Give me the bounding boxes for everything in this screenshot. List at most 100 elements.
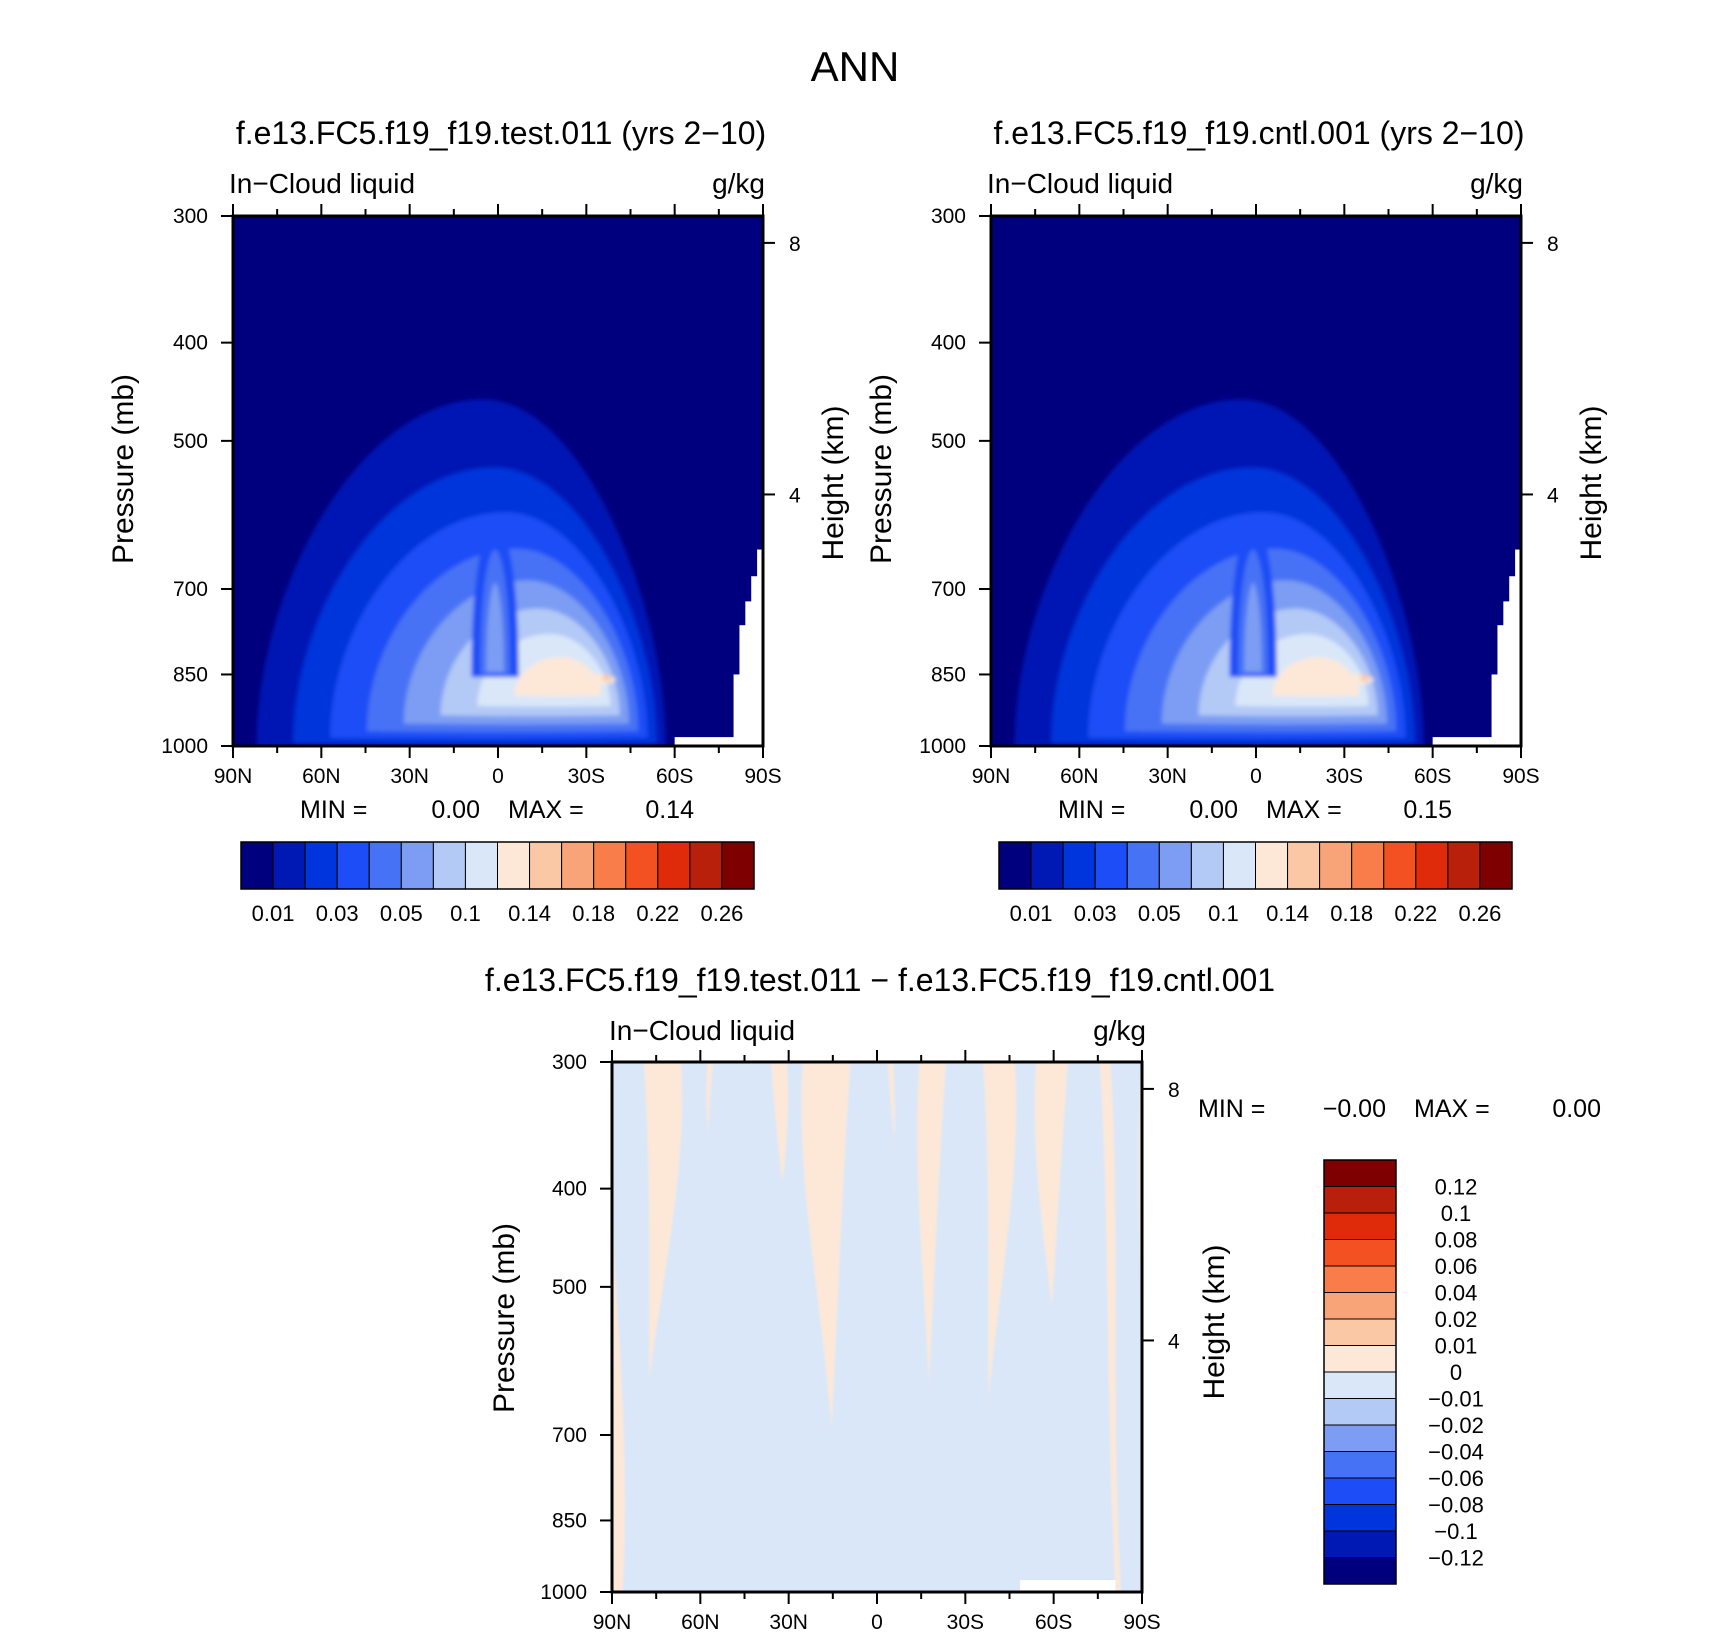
y2-axis-title: Height (km) [817,405,850,560]
colorbar-box [1323,1265,1397,1293]
colorbar-box [1158,841,1192,890]
colorbar-label: −0.12 [1428,1546,1484,1571]
colorbar-label: 0.01 [1010,901,1053,926]
colorbar: 0.01 0.03 0.05 0.1 0.14 0.18 0.22 0.26 [240,841,755,926]
colorbar-box [1323,1451,1397,1479]
colorbar-label: 0.03 [1074,901,1117,926]
colorbar-box [1323,1345,1397,1373]
colorbar-box [1255,841,1289,890]
colorbar-label: 0.08 [1435,1228,1478,1253]
colorbar-label: −0.1 [1434,1519,1477,1544]
x-tick-label: 60N [302,765,341,788]
y-tick-label: 300 [552,1051,587,1074]
min-label: MIN = [1198,1095,1265,1123]
min-value: 0.00 [431,796,480,824]
colorbar-box [1323,1212,1397,1240]
x-tick-label: 90S [1123,1611,1160,1634]
field-name-label: In−Cloud liquid [609,1015,795,1046]
y-tick-label: 400 [173,332,208,355]
difference-band [919,1062,994,1592]
max-label: MAX = [1414,1095,1490,1123]
colorbar-box [304,841,338,890]
colorbar-label: 0.1 [1441,1201,1472,1226]
missing-data [757,549,763,746]
x-tick-label: 60S [1035,1611,1072,1634]
x-tick-label: 90S [1502,765,1539,788]
x-tick-label: 60N [1060,765,1099,788]
colorbar-label: 0.14 [1266,901,1309,926]
colorbar-label: 0.05 [380,901,423,926]
colorbar-box [721,841,755,890]
colorbar-box [1415,841,1449,890]
y-tick-label: 850 [931,663,966,686]
x-tick-label: 0 [492,765,504,788]
colorbar: 0.120.10.080.060.040.020.010−0.01−0.02−0… [1323,1159,1484,1585]
colorbar-label: −0.02 [1428,1413,1484,1438]
colorbar-box [1287,841,1321,890]
y-tick-label: 700 [552,1424,587,1447]
x-tick-label: 30S [1326,765,1363,788]
contour-band [527,672,616,687]
missing-data [1432,737,1521,746]
y-axis-title: Pressure (mb) [865,374,898,564]
plot-area: 90N 60N 30N 0 30S 60S 90S 300 400 500 700 850 1000 8 4 [161,204,801,788]
colorbar-box [432,841,466,890]
max-label: MAX = [508,796,584,824]
difference-band [1036,1062,1116,1592]
plot-area: 90N 60N 30N 0 30S 60S 90S 300 400 500 700 850 1000 8 4 [919,204,1559,788]
colorbar-label: 0.02 [1435,1307,1478,1332]
colorbar-box [1323,1371,1397,1399]
colorbar-box [1323,1557,1397,1585]
contour-band [1285,672,1374,687]
colorbar-label: 0.22 [636,901,679,926]
y2-tick-label: 4 [789,484,801,507]
y-axis-title: Pressure (mb) [488,1223,521,1413]
max-label: MAX = [1266,796,1342,824]
colorbar-box [336,841,370,890]
colorbar-box [625,841,659,890]
x-tick-label: 60N [681,1611,720,1634]
field-name-label: In−Cloud liquid [229,168,415,199]
colorbar-label: 0.01 [252,901,295,926]
colorbar-label: 0.1 [450,901,481,926]
colorbar-box [1323,1424,1397,1452]
x-tick-label: 0 [1250,765,1262,788]
x-tick-label: 90S [744,765,781,788]
x-tick-label: 90N [593,1611,632,1634]
colorbar-box [1323,1477,1397,1505]
difference-band [875,1062,933,1592]
colorbar-label: −0.04 [1428,1440,1484,1465]
y-tick-label: 1000 [161,735,208,758]
y2-tick-label: 8 [1168,1079,1180,1102]
colorbar-label: 0.01 [1435,1334,1478,1359]
y2-tick-label: 4 [1547,484,1559,507]
colorbar-box [1323,1318,1397,1346]
x-tick-label: 90N [972,765,1011,788]
y2-axis-title: Height (km) [1198,1244,1231,1399]
x-tick-label: 30N [1148,765,1187,788]
y-tick-label: 850 [552,1509,587,1532]
y-tick-label: 300 [173,205,208,228]
units-label: g/kg [712,168,765,199]
colorbar-box [1319,841,1353,890]
panel-title: f.e13.FC5.f19_f19.test.011 − f.e13.FC5.f… [485,962,1275,998]
min-value: −0.00 [1323,1095,1386,1123]
y-tick-label: 300 [931,205,966,228]
colorbar-label: 0.14 [508,901,551,926]
units-label: g/kg [1470,168,1523,199]
colorbar-label: 0.04 [1435,1281,1478,1306]
panel-title: f.e13.FC5.f19_f19.cntl.001 (yrs 2−10) [994,115,1525,151]
colorbar-box [400,841,434,890]
colorbar-box [497,841,531,890]
difference-band [738,1062,837,1592]
colorbar-box [529,841,563,890]
y-tick-label: 1000 [540,1581,587,1604]
colorbar: 0.01 0.03 0.05 0.1 0.14 0.18 0.22 0.26 [998,841,1513,926]
field-name-label: In−Cloud liquid [987,168,1173,199]
colorbar-box [1323,1159,1397,1187]
contour-band [1244,582,1262,672]
y-tick-label: 1000 [919,735,966,758]
colorbar-label: 0.18 [1330,901,1373,926]
x-tick-label: 90N [214,765,253,788]
